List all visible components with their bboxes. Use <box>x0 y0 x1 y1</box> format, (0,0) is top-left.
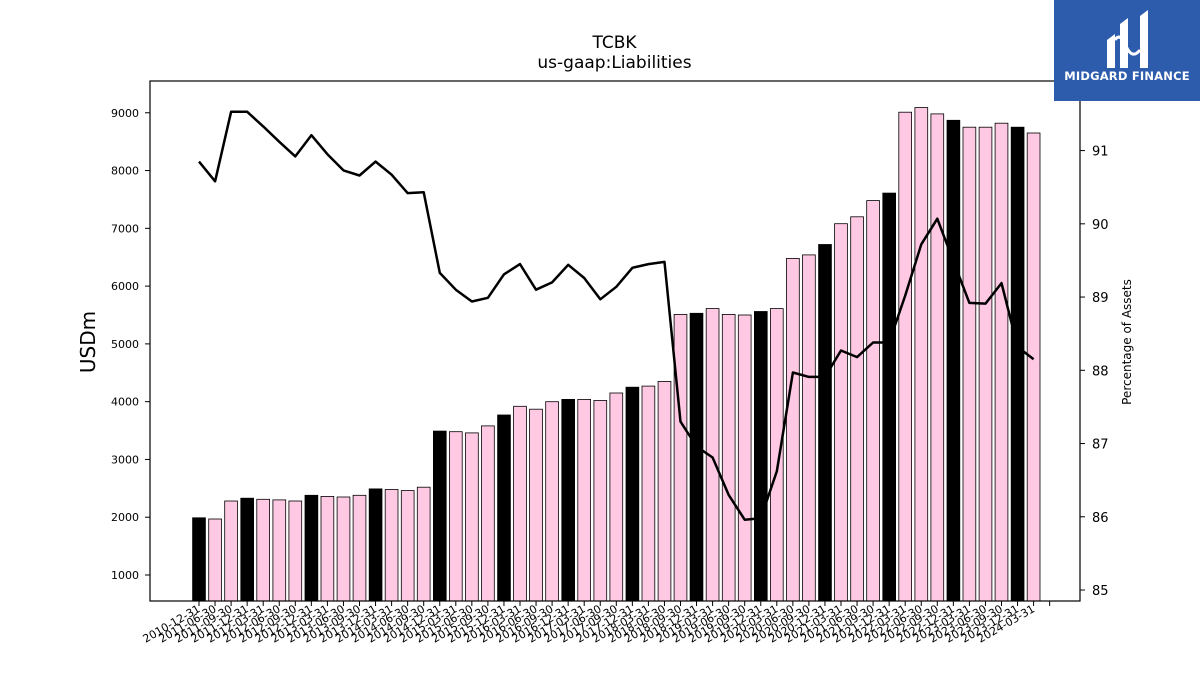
y2-tick-label: 87 <box>1092 438 1109 453</box>
bar <box>962 126 977 602</box>
bar <box>898 111 912 602</box>
bar <box>673 313 688 602</box>
midgard-finance-logo: MIDGARD FINANCE <box>1054 0 1200 101</box>
y2-tick-label: 91 <box>1092 145 1109 160</box>
chart-subtitle: us-gaap:Liabilities <box>537 53 691 73</box>
plot-frame <box>149 80 1081 602</box>
y2-tick-label: 86 <box>1092 511 1109 526</box>
bar <box>721 313 736 602</box>
y2-axis-label: Percentage of Assets <box>1120 279 1134 405</box>
bar <box>272 499 287 602</box>
y2-tick-label: 89 <box>1092 291 1109 306</box>
bar <box>481 425 495 602</box>
bar <box>208 518 222 602</box>
bars-group <box>192 107 1041 602</box>
bar <box>240 497 255 602</box>
bar <box>689 312 704 602</box>
bar <box>1026 132 1041 602</box>
bar <box>368 488 383 602</box>
bar <box>786 257 800 602</box>
bar <box>288 500 303 602</box>
bar <box>448 431 463 602</box>
bar <box>336 496 351 602</box>
bar <box>513 405 527 602</box>
y2-tick-label: 90 <box>1092 218 1109 233</box>
bar <box>400 490 415 602</box>
y-tick-label: 5000 <box>111 338 139 351</box>
logo-mark-icon <box>1107 10 1148 68</box>
bar <box>1010 126 1025 602</box>
bar <box>192 517 206 602</box>
bar <box>754 311 768 602</box>
bar <box>641 385 656 602</box>
axes-group: 1000 2000 3000 4000 5000 6000 7000 8000 9000 85 86… <box>111 80 1109 646</box>
bar <box>978 126 993 602</box>
bar <box>497 414 511 602</box>
bar <box>930 113 945 602</box>
bar <box>320 495 335 602</box>
bar <box>561 398 575 602</box>
bar <box>770 308 784 602</box>
bar <box>946 119 961 602</box>
bar <box>465 432 479 602</box>
logo-text: MIDGARD FINANCE <box>1064 69 1190 83</box>
bar <box>224 500 238 602</box>
bar <box>818 244 832 602</box>
y2-tick-label: 88 <box>1092 364 1109 379</box>
bar <box>256 498 270 602</box>
bar <box>432 430 447 602</box>
y-tick-label: 6000 <box>111 280 139 293</box>
y-axis-label: USDm <box>76 311 100 373</box>
bar <box>545 401 559 602</box>
bar <box>304 494 319 602</box>
y-tick-label: 2000 <box>111 511 139 524</box>
bar <box>994 122 1009 602</box>
y2-tick-label: 85 <box>1092 584 1109 599</box>
bar <box>834 223 848 602</box>
bar <box>882 192 896 602</box>
line-layer <box>198 110 1035 521</box>
bar <box>609 392 624 602</box>
bar <box>384 489 399 602</box>
y-tick-label: 9000 <box>111 107 139 120</box>
bar <box>577 398 591 602</box>
y-tick-label: 4000 <box>111 396 139 409</box>
y-tick-label: 8000 <box>111 165 139 178</box>
bar <box>850 216 864 602</box>
y-tick-label: 3000 <box>111 453 139 466</box>
bar <box>352 494 367 602</box>
bar <box>529 408 543 602</box>
bar <box>914 107 929 602</box>
bar <box>866 200 880 602</box>
bar <box>625 386 640 602</box>
bar <box>657 380 672 602</box>
chart-title: TCBK <box>591 33 637 53</box>
bar <box>737 314 752 602</box>
y-tick-label: 1000 <box>111 569 139 582</box>
y-tick-label: 7000 <box>111 222 139 235</box>
bar <box>416 486 431 602</box>
percentage-line <box>198 110 1035 521</box>
bar <box>593 400 608 602</box>
bar <box>802 254 816 602</box>
